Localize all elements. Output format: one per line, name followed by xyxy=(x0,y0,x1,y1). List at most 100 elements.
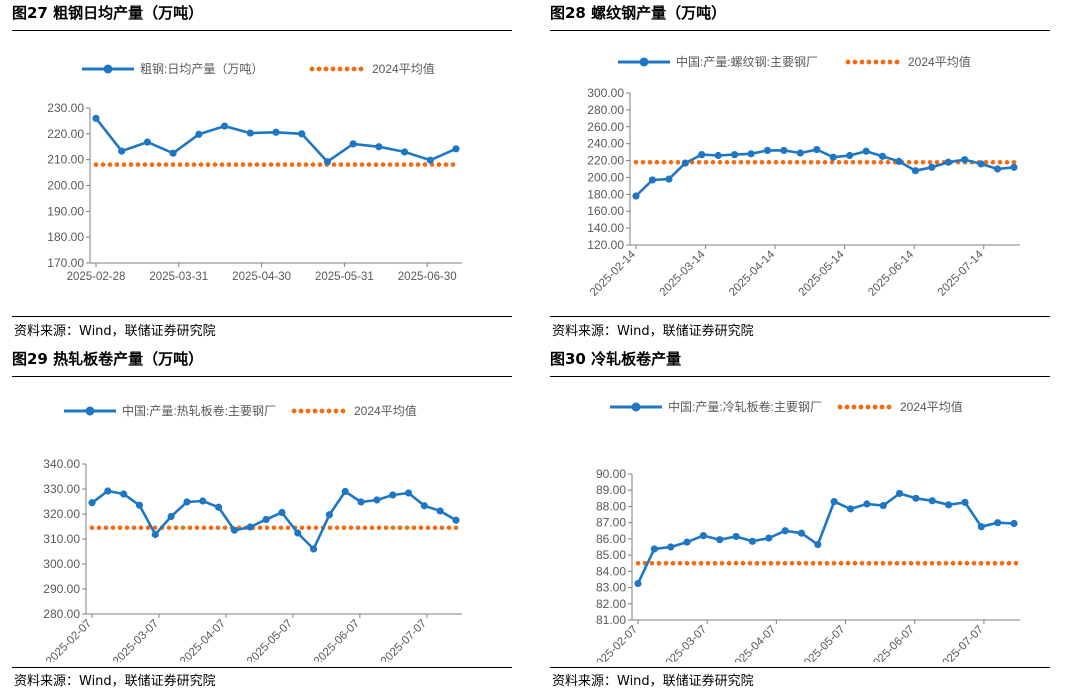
source-note: 资料来源：Wind，联储证券研究院 xyxy=(14,674,216,689)
legend-avg-dot xyxy=(330,66,336,72)
x-tick-label: 2025-05-07 xyxy=(245,618,295,662)
x-tick-label: 2025-04-30 xyxy=(232,271,291,283)
avg-dot xyxy=(282,162,288,167)
series-point xyxy=(294,529,302,537)
avg-dot xyxy=(873,560,879,566)
series-point xyxy=(309,545,318,553)
avg-dot xyxy=(310,162,316,167)
y-tick-label: 220.00 xyxy=(47,127,84,141)
avg-dot xyxy=(425,525,431,531)
series-point xyxy=(814,540,822,549)
legend-avg-label: 2024平均值 xyxy=(908,54,971,69)
series-point xyxy=(92,114,100,122)
legend-avg-dot xyxy=(837,404,843,410)
avg-dot xyxy=(128,162,134,167)
avg-dot xyxy=(871,159,877,165)
avg-dot xyxy=(675,159,681,165)
legend-avg-dot xyxy=(358,66,364,72)
avg-dot xyxy=(1004,159,1010,165)
series-point xyxy=(961,498,969,506)
avg-dot xyxy=(222,525,228,531)
series-point xyxy=(298,130,306,138)
legend-avg-dot xyxy=(344,66,350,72)
avg-dot xyxy=(971,560,977,566)
y-tick-label: 180.00 xyxy=(47,230,84,244)
avg-dot xyxy=(731,159,737,165)
series-point xyxy=(1010,519,1018,528)
series-point xyxy=(634,579,642,588)
avg-dot xyxy=(299,525,305,531)
legend-avg-dot xyxy=(337,66,343,72)
x-tick-label: 2025-05-14 xyxy=(797,248,848,299)
avg-dot xyxy=(920,159,926,165)
legend-avg-dot xyxy=(326,408,332,414)
avg-dot xyxy=(810,560,816,566)
avg-dot xyxy=(983,159,989,165)
avg-dot xyxy=(215,525,221,531)
legend-avg-dot xyxy=(316,66,322,72)
avg-dot xyxy=(635,560,641,566)
avg-dot xyxy=(906,159,912,165)
avg-dot xyxy=(887,560,893,566)
legend-avg-dot xyxy=(340,408,346,414)
avg-dot xyxy=(726,560,732,566)
avg-dot xyxy=(838,560,844,566)
series-line xyxy=(636,492,1015,585)
y-tick-label: 85.00 xyxy=(596,548,626,562)
legend-avg-dot xyxy=(319,408,325,414)
title-rule xyxy=(12,30,512,31)
series-point xyxy=(683,538,691,546)
avg-dot xyxy=(985,560,991,566)
legend-series-marker xyxy=(103,64,113,74)
y-tick-label: 170.00 xyxy=(47,256,84,270)
legend-avg-dot xyxy=(851,404,857,410)
avg-dot xyxy=(768,560,774,566)
avg-dot xyxy=(268,162,274,167)
series-point xyxy=(104,487,112,495)
avg-dot xyxy=(859,560,865,566)
avg-dot xyxy=(712,560,718,566)
series-point xyxy=(732,532,740,541)
avg-dot xyxy=(387,162,393,167)
avg-dot xyxy=(289,162,295,167)
series-point xyxy=(169,149,177,157)
legend-avg-dot xyxy=(873,59,879,65)
avg-dot xyxy=(808,159,814,165)
avg-dot xyxy=(107,162,113,167)
avg-dot xyxy=(759,159,765,165)
avg-dot xyxy=(696,159,702,165)
legend-avg-dot xyxy=(852,59,858,65)
y-tick-label: 210.00 xyxy=(47,153,84,167)
avg-dot xyxy=(654,159,660,165)
avg-dot xyxy=(124,525,130,531)
series-point xyxy=(215,503,223,511)
avg-dot xyxy=(815,159,821,165)
source-rule xyxy=(12,316,512,317)
series-point xyxy=(373,496,381,504)
avg-dot xyxy=(740,560,746,566)
y-tick-label: 340.00 xyxy=(43,457,80,471)
avg-dot xyxy=(166,525,172,531)
legend-avg-dot xyxy=(880,59,886,65)
avg-dot xyxy=(317,162,323,167)
avg-dot xyxy=(1006,560,1012,566)
avg-dot xyxy=(633,159,639,165)
avg-dot xyxy=(170,162,176,167)
avg-dot xyxy=(724,159,730,165)
legend-avg-dot xyxy=(845,59,851,65)
avg-dot xyxy=(117,525,123,531)
y-tick-label: 200.00 xyxy=(587,170,624,184)
source-rule xyxy=(550,316,1050,317)
series-point xyxy=(246,129,254,137)
source-note: 资料来源：Wind，联储证券研究院 xyxy=(552,674,754,689)
avg-dot xyxy=(278,525,284,531)
avg-dot xyxy=(380,162,386,167)
avg-dot xyxy=(306,525,312,531)
series-point xyxy=(928,163,936,171)
avg-dot xyxy=(929,560,935,566)
chart-fig29: 中国:产量:热轧板卷:主要钢厂 2024平均值 280.00 290.00 300.00… xyxy=(43,403,462,662)
series-point xyxy=(426,156,434,164)
y-tick-label: 140.00 xyxy=(587,221,624,235)
avg-dot xyxy=(668,159,674,165)
y-tick-label: 200.00 xyxy=(47,179,84,193)
